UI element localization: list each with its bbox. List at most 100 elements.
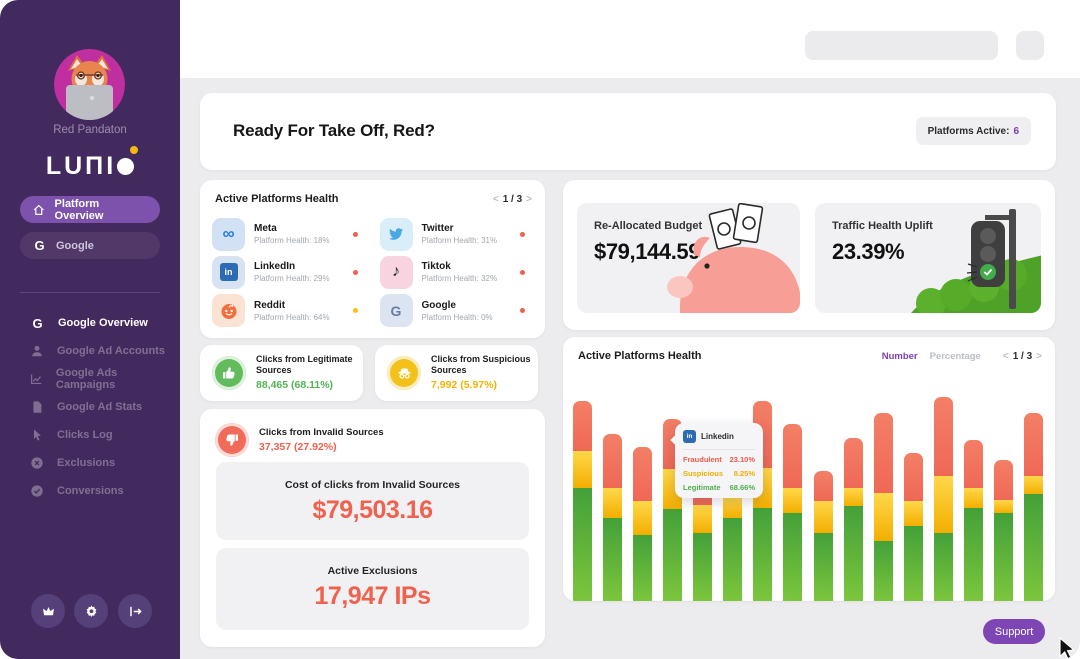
logout-button[interactable] <box>118 594 152 628</box>
status-dot <box>520 231 525 237</box>
chart-bar[interactable] <box>933 397 953 601</box>
bar-segment-suspicious <box>573 451 592 488</box>
chart-bar[interactable] <box>603 434 623 601</box>
bar-segment-fraudulent <box>783 424 803 488</box>
piggy-bank-illustration <box>667 203 800 313</box>
bar-segment-fraudulent <box>813 471 833 501</box>
status-dot <box>352 308 358 314</box>
chart-bar[interactable] <box>843 438 863 601</box>
chart-bar[interactable] <box>993 460 1013 601</box>
platform-health-label: Platform Health: 18% <box>254 236 330 246</box>
tooltip-label: Fraudulent <box>683 455 722 464</box>
chart-bar[interactable] <box>813 471 833 601</box>
sidebar-item-google-ad-accounts[interactable]: Google Ad Accounts <box>30 340 170 362</box>
check-circle-icon <box>31 485 43 497</box>
bar-segment-legitimate <box>663 509 683 601</box>
stat-value: 88,465 (68.11%) <box>256 379 334 391</box>
platform-item-google[interactable]: G Google Platform Health: 0% <box>379 292 534 330</box>
badge-value: 6 <box>1013 125 1019 137</box>
stat-title: Cost of clicks from Invalid Sources <box>284 479 461 491</box>
logout-icon <box>129 606 142 616</box>
bar-segment-legitimate <box>843 506 863 601</box>
tooltip-value: 23.10% <box>729 455 755 464</box>
toggle-percentage[interactable]: Percentage <box>929 350 981 362</box>
sidebar-item-platform-overview[interactable]: Platform Overview <box>20 196 160 223</box>
chart-bar[interactable] <box>783 424 803 601</box>
bar-segment-fraudulent <box>993 460 1013 500</box>
bar-segment-legitimate <box>903 526 923 601</box>
person-icon <box>32 345 42 357</box>
platform-item-meta[interactable]: ∞ Meta Platform Health: 18% <box>212 215 366 253</box>
bar-segment-fraudulent <box>843 438 863 488</box>
sidebar-item-clicks-log[interactable]: Clicks Log <box>30 424 170 446</box>
upgrade-button[interactable] <box>31 594 65 628</box>
sidebar-item-label: Exclusions <box>57 457 116 469</box>
chart-tooltip: in Linkedin Fraudulent 23.10% Suspicious 8.… <box>675 423 763 498</box>
active-exclusions-card: Active Exclusions 17,947 IPs <box>216 548 529 630</box>
bar-segment-fraudulent <box>933 397 953 476</box>
logo-yellow-dot <box>130 146 139 154</box>
incognito-icon <box>387 356 421 390</box>
twitter-icon <box>379 217 413 251</box>
sidebar-item-google[interactable]: G Google <box>20 232 160 259</box>
card-title: Active Platforms Health <box>578 350 702 362</box>
platform-item-twitter[interactable]: Twitter Platform Health: 31% <box>379 215 534 253</box>
metric-title: Re-Allocated Budget <box>594 220 703 232</box>
platform-name: Reddit <box>254 299 286 311</box>
sidebar-item-conversions[interactable]: Conversions <box>30 480 170 502</box>
bar-segment-legitimate <box>783 513 803 601</box>
topbar-action-button[interactable] <box>1016 31 1044 60</box>
tooltip-label: Suspicious <box>683 469 724 478</box>
platform-item-reddit[interactable]: Reddit Platform Health: 64% <box>212 292 366 330</box>
support-button[interactable]: Support <box>983 619 1045 644</box>
chart-bar[interactable] <box>1023 413 1043 601</box>
bar-segment-suspicious <box>1023 476 1043 494</box>
platform-item-tiktok[interactable]: ♪ Tiktok Platform Health: 32% <box>379 253 534 291</box>
chart-bar[interactable] <box>723 484 743 601</box>
toggle-number[interactable]: Number <box>881 350 918 362</box>
chart-bar[interactable] <box>633 447 653 601</box>
logo-o-disc <box>117 158 135 175</box>
sidebar-item-google-ads-campaigns[interactable]: Google Ads Campaigns <box>30 367 170 391</box>
sidebar-item-label: Google Ads Campaigns <box>55 367 118 391</box>
chart-bar[interactable] <box>693 481 713 601</box>
chart-bar[interactable] <box>963 440 983 601</box>
bar-segment-suspicious <box>933 476 953 533</box>
bar-segment-legitimate <box>693 533 713 601</box>
next-page-icon[interactable]: > <box>1036 350 1042 362</box>
page-title: Ready For Take Off, Red? <box>233 121 435 140</box>
lunio-logo: LUΠI <box>0 146 180 181</box>
legitimate-clicks-card: Clicks from Legitimate Sources 88,465 (6… <box>200 345 363 401</box>
cursor-icon <box>33 429 41 441</box>
tooltip-value: 8.25% <box>733 469 755 478</box>
bar-segment-suspicious <box>903 501 923 526</box>
chart-bar[interactable] <box>903 453 923 601</box>
bar-segment-legitimate <box>633 535 653 601</box>
red-panda-avatar-illustration <box>54 49 125 120</box>
sidebar-item-google-overview[interactable]: G Google Overview <box>30 312 170 334</box>
prev-page-icon[interactable]: < <box>1002 350 1009 362</box>
sidebar-item-label: Google Ad Stats <box>57 401 143 413</box>
platform-health-label: Platform Health: 0% <box>421 312 493 322</box>
next-page-icon[interactable]: > <box>526 193 532 205</box>
bar-segment-legitimate <box>813 533 833 601</box>
sidebar-item-label: Clicks Log <box>57 429 113 441</box>
sidebar-item-exclusions[interactable]: Exclusions <box>30 452 170 474</box>
linkedin-icon: in <box>683 430 696 443</box>
chart-bar[interactable] <box>873 413 893 601</box>
settings-button[interactable] <box>74 594 108 628</box>
avatar[interactable] <box>54 49 125 120</box>
platform-grid: ∞ Meta Platform Health: 18% Twitter Platfo… <box>212 215 533 330</box>
bar-segment-fraudulent <box>1023 413 1043 476</box>
google-g-icon: G <box>379 294 413 328</box>
platform-item-linkedin[interactable]: in LinkedIn Platform Health: 29% <box>212 253 366 291</box>
bar-segment-legitimate <box>753 508 773 601</box>
search-input[interactable] <box>805 31 998 60</box>
stat-title: Clicks from Suspicious Sources <box>431 354 531 376</box>
sidebar-item-google-ad-stats[interactable]: Google Ad Stats <box>30 396 170 418</box>
platform-name: Google <box>421 299 456 311</box>
prev-page-icon[interactable]: < <box>492 193 499 205</box>
chart-bar[interactable] <box>573 401 592 601</box>
bar-segment-suspicious <box>783 488 803 513</box>
